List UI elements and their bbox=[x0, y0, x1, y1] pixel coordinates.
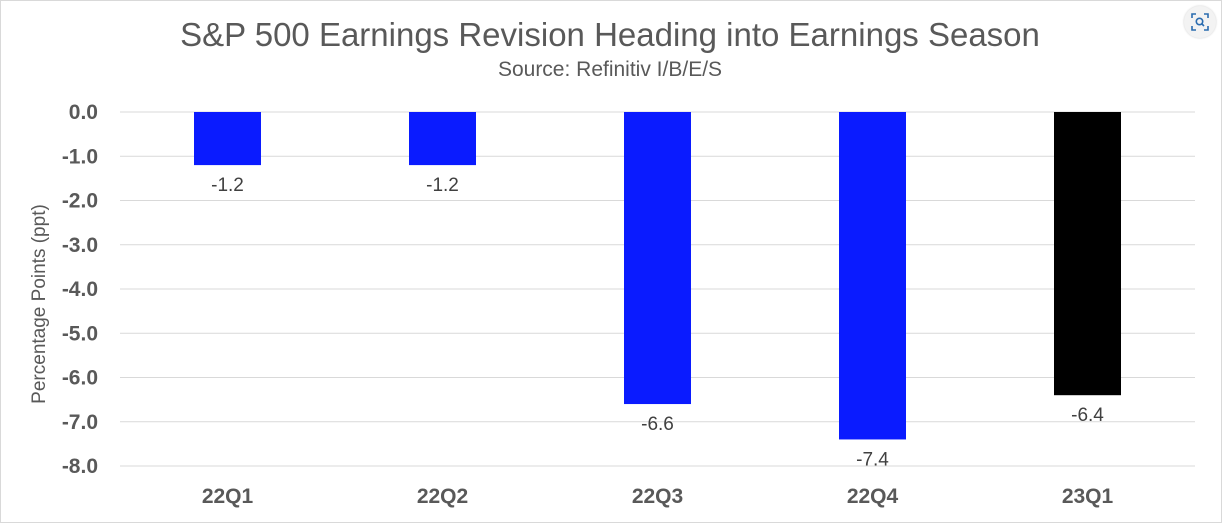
zoom-lens-icon[interactable] bbox=[1184, 6, 1216, 38]
y-tick-label: -6.0 bbox=[62, 367, 98, 390]
data-labels: -1.2 -1.2 -6.6 -7.4 -6.4 bbox=[211, 175, 1104, 470]
chart-subtitle: Source: Refinitiv I/B/E/S bbox=[497, 58, 723, 81]
x-tick-label-22q4: 22Q4 bbox=[847, 485, 899, 508]
bar-22q4 bbox=[839, 112, 906, 440]
data-label-23q1: -6.4 bbox=[1071, 405, 1104, 426]
x-tick-label-23q1: 23Q1 bbox=[1062, 485, 1114, 508]
bars bbox=[194, 112, 1121, 440]
y-tick-labels: 0.0 -1.0 -2.0 -3.0 -4.0 -5.0 -6.0 -7.0 -8.0 bbox=[62, 101, 98, 478]
bar-22q1 bbox=[194, 112, 261, 166]
x-tick-labels: 22Q1 22Q2 22Q3 22Q4 23Q1 bbox=[202, 485, 1114, 508]
y-tick-label: -7.0 bbox=[62, 411, 98, 434]
y-tick-label: 0.0 bbox=[69, 101, 98, 124]
x-tick-label-22q1: 22Q1 bbox=[202, 485, 254, 508]
y-tick-label: -1.0 bbox=[62, 145, 98, 168]
data-label-22q3: -6.6 bbox=[641, 414, 674, 435]
bar-22q2 bbox=[409, 112, 476, 166]
data-label-22q2: -1.2 bbox=[426, 175, 459, 196]
bar-22q3 bbox=[624, 112, 691, 405]
chart-title: S&P 500 Earnings Revision Heading into E… bbox=[180, 16, 1040, 53]
y-tick-label: -8.0 bbox=[62, 455, 98, 478]
y-tick-label: -4.0 bbox=[62, 278, 98, 301]
x-tick-label-22q3: 22Q3 bbox=[632, 485, 683, 508]
y-tick-label: -2.0 bbox=[62, 190, 98, 213]
x-tick-label-22q2: 22Q2 bbox=[417, 485, 468, 508]
bar-23q1 bbox=[1054, 112, 1121, 396]
data-label-22q1: -1.2 bbox=[211, 175, 244, 196]
y-tick-label: -5.0 bbox=[62, 322, 98, 345]
y-tick-label: -3.0 bbox=[62, 234, 98, 257]
zoom-lens-glyph bbox=[1191, 13, 1209, 31]
data-label-22q4: -7.4 bbox=[856, 449, 889, 470]
